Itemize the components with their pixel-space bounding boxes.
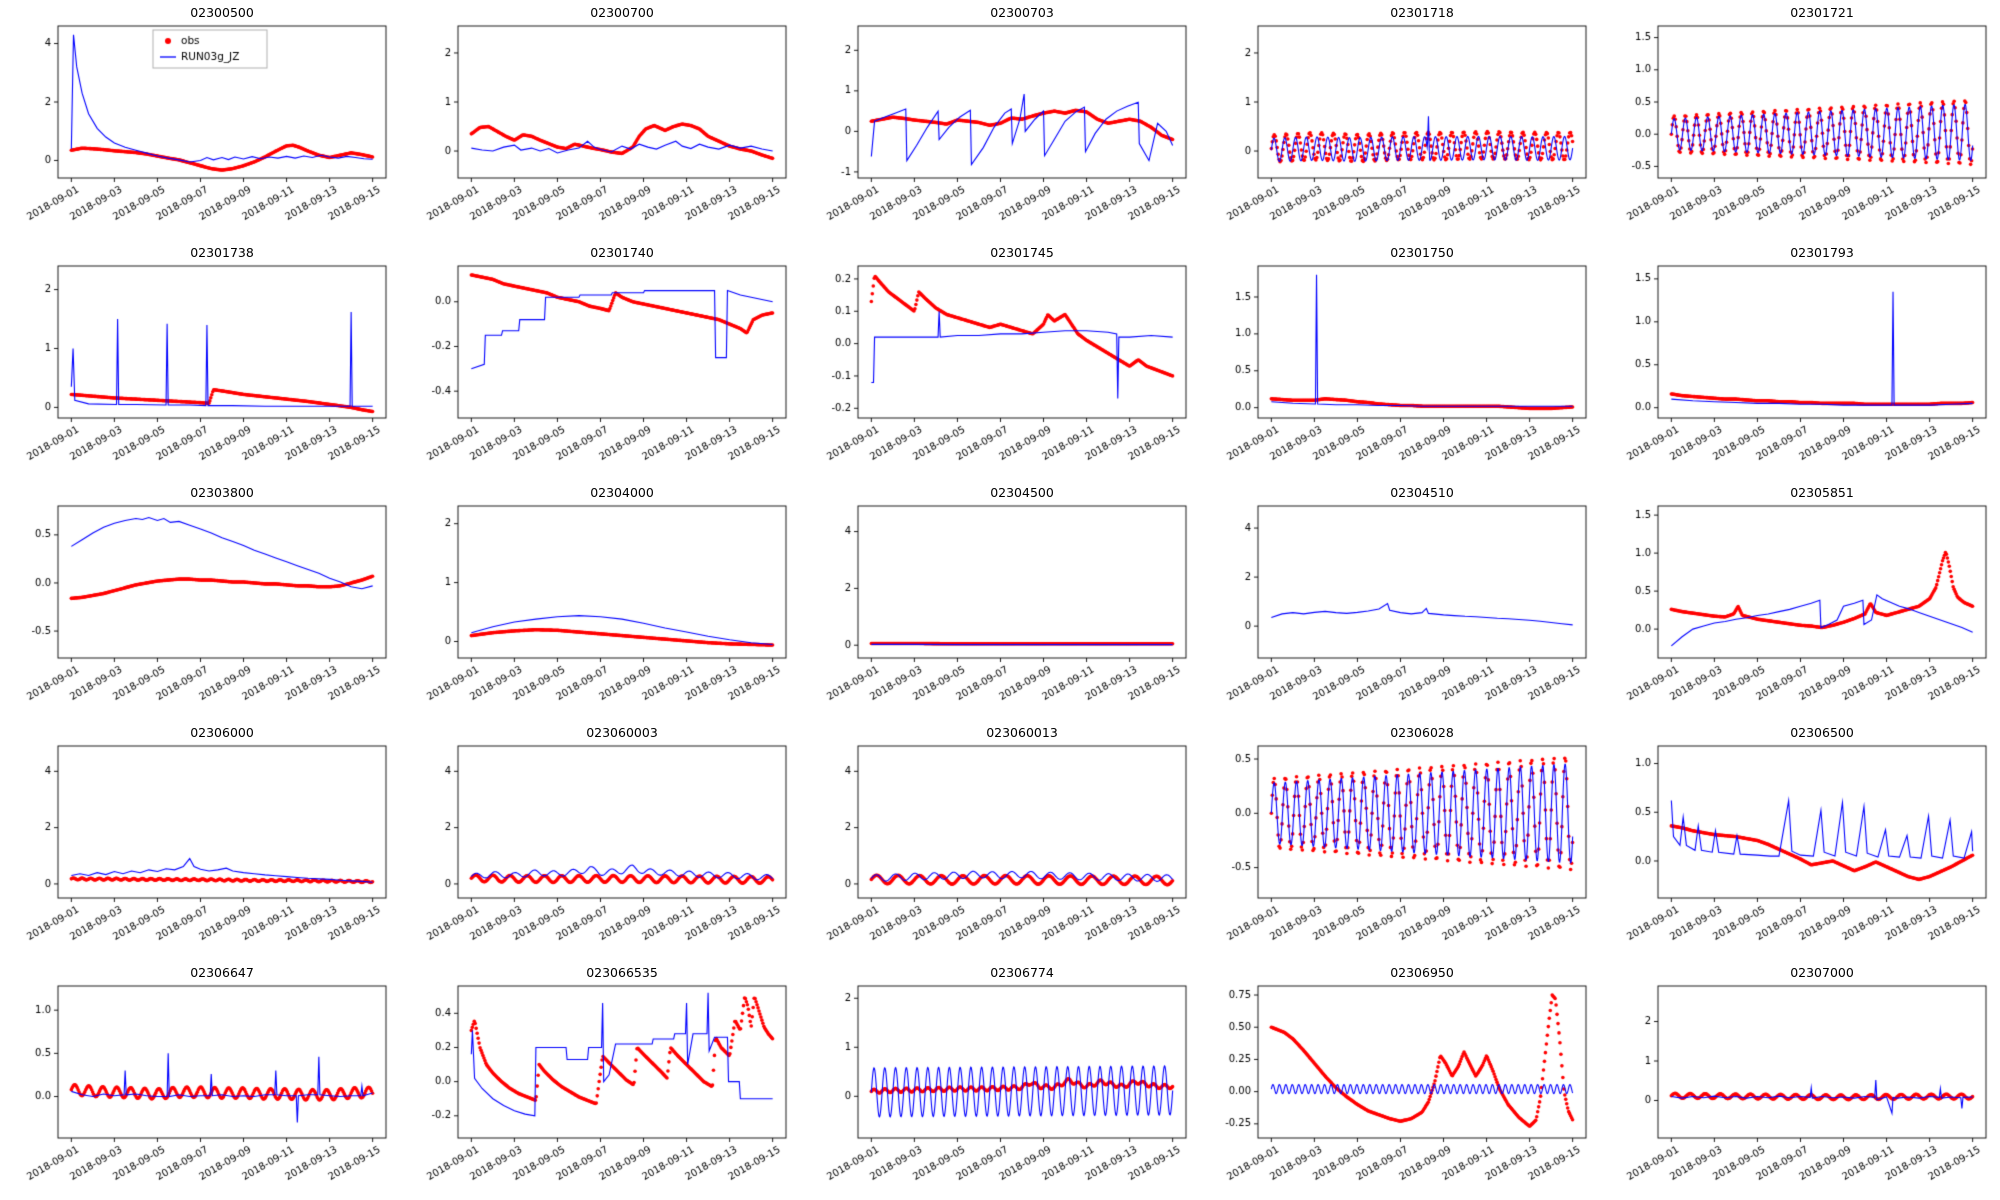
subplot-canvas-02300703 xyxy=(800,0,1200,240)
subplot-title: 02306950 xyxy=(1390,965,1454,980)
subplot-title: 02306774 xyxy=(990,965,1054,980)
subplot-canvas-02300700 xyxy=(400,0,800,240)
subplot-title: 02304500 xyxy=(990,485,1054,500)
subplot-title: 023060013 xyxy=(986,725,1058,740)
subplot-canvas-02306774 xyxy=(800,960,1200,1200)
subplot-title: 02306500 xyxy=(1790,725,1854,740)
subplot-canvas-02306500 xyxy=(1600,720,2000,960)
subplot-title: 02304510 xyxy=(1390,485,1454,500)
subplot-02304510: 02304510 xyxy=(1200,480,1600,720)
subplot-02301745: 02301745 xyxy=(800,240,1200,480)
subplot-title: 02307000 xyxy=(1790,965,1854,980)
subplot-title: 02301745 xyxy=(990,245,1054,260)
subplot-02301793: 02301793 xyxy=(1600,240,2000,480)
subplot-title: 02300700 xyxy=(590,5,654,20)
subplot-02304500: 02304500 xyxy=(800,480,1200,720)
subplot-title: 02301721 xyxy=(1790,5,1854,20)
subplot-02301740: 02301740 xyxy=(400,240,800,480)
subplot-canvas-02301750 xyxy=(1200,240,1600,480)
subplot-02306950: 02306950 xyxy=(1200,960,1600,1200)
subplot-title: 02301718 xyxy=(1390,5,1454,20)
subplot-canvas-02300500 xyxy=(0,0,400,240)
subplot-canvas-02303800 xyxy=(0,480,400,720)
subplot-title: 02300703 xyxy=(990,5,1054,20)
subplot-canvas-02305851 xyxy=(1600,480,2000,720)
subplot-canvas-02301721 xyxy=(1600,0,2000,240)
subplot-023060013: 023060013 xyxy=(800,720,1200,960)
subplot-title: 02305851 xyxy=(1790,485,1854,500)
subplot-title: 02306000 xyxy=(190,725,254,740)
subplot-02306774: 02306774 xyxy=(800,960,1200,1200)
subplot-title: 02306647 xyxy=(190,965,254,980)
subplot-02306028: 02306028 xyxy=(1200,720,1600,960)
subplot-canvas-02301718 xyxy=(1200,0,1600,240)
subplot-02301750: 02301750 xyxy=(1200,240,1600,480)
subplot-023066535: 023066535 xyxy=(400,960,800,1200)
subplot-canvas-02306647 xyxy=(0,960,400,1200)
subplot-canvas-02304000 xyxy=(400,480,800,720)
subplot-canvas-02301745 xyxy=(800,240,1200,480)
subplot-title: 023060003 xyxy=(586,725,658,740)
subplot-title: 023066535 xyxy=(586,965,658,980)
subplot-02306500: 02306500 xyxy=(1600,720,2000,960)
subplot-title: 02300500 xyxy=(190,5,254,20)
subplot-canvas-023060013 xyxy=(800,720,1200,960)
subplot-02306647: 02306647 xyxy=(0,960,400,1200)
subplot-canvas-02301740 xyxy=(400,240,800,480)
subplot-canvas-02306028 xyxy=(1200,720,1600,960)
subplot-canvas-02301738 xyxy=(0,240,400,480)
subplot-title: 02301740 xyxy=(590,245,654,260)
subplot-02304000: 02304000 xyxy=(400,480,800,720)
subplot-02303800: 02303800 xyxy=(0,480,400,720)
subplot-title: 02306028 xyxy=(1390,725,1454,740)
subplot-canvas-023060003 xyxy=(400,720,800,960)
subplot-02307000: 02307000 xyxy=(1600,960,2000,1200)
subplot-canvas-02306000 xyxy=(0,720,400,960)
subplot-023060003: 023060003 xyxy=(400,720,800,960)
subplot-title: 02301750 xyxy=(1390,245,1454,260)
subplot-canvas-023066535 xyxy=(400,960,800,1200)
subplot-02305851: 02305851 xyxy=(1600,480,2000,720)
subplot-title: 02301793 xyxy=(1790,245,1854,260)
subplot-02301718: 02301718 xyxy=(1200,0,1600,240)
subplot-02300703: 02300703 xyxy=(800,0,1200,240)
subplot-title: 02301738 xyxy=(190,245,254,260)
subplot-canvas-02306950 xyxy=(1200,960,1600,1200)
subplot-canvas-02307000 xyxy=(1600,960,2000,1200)
subplot-02301738: 02301738 xyxy=(0,240,400,480)
subplot-title: 02303800 xyxy=(190,485,254,500)
subplot-canvas-02304500 xyxy=(800,480,1200,720)
subplot-02301721: 02301721 xyxy=(1600,0,2000,240)
subplot-02300700: 02300700 xyxy=(400,0,800,240)
subplot-02306000: 02306000 xyxy=(0,720,400,960)
subplot-canvas-02301793 xyxy=(1600,240,2000,480)
subplot-02300500: 02300500 xyxy=(0,0,400,240)
subplot-canvas-02304510 xyxy=(1200,480,1600,720)
subplot-title: 02304000 xyxy=(590,485,654,500)
